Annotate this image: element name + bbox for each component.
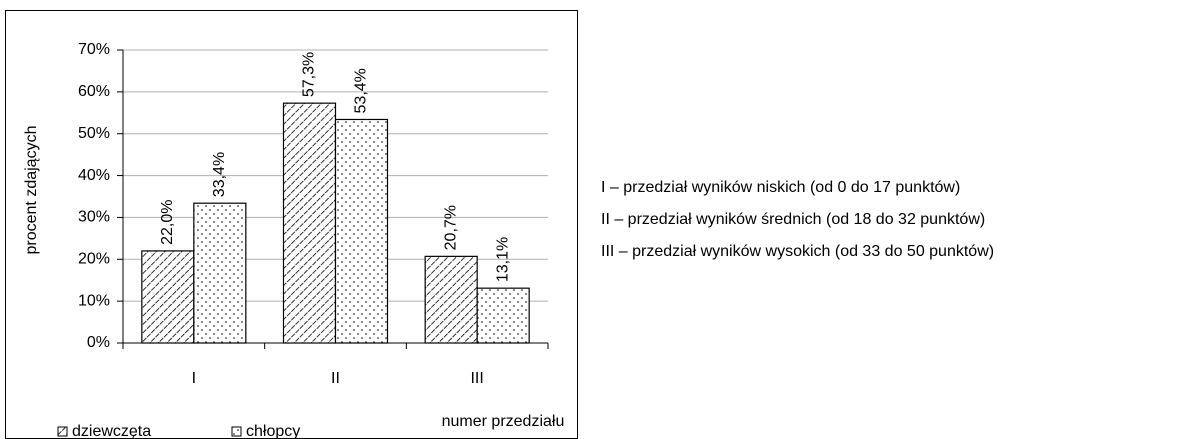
y-tick-label: 40% (78, 167, 110, 184)
y-tick-label: 60% (78, 83, 110, 100)
x-tick-label: II (331, 370, 340, 387)
x-tick-label: I (192, 370, 196, 387)
y-tick-label: 10% (78, 292, 110, 309)
bar (282, 102, 337, 344)
x-tick-label: III (470, 370, 483, 387)
data-label: 57,3% (301, 52, 318, 97)
bar (334, 118, 389, 344)
y-tick-label: 20% (78, 251, 110, 268)
legend-swatch (57, 426, 68, 437)
note: III – przedział wyników wysokich (od 33 … (601, 243, 994, 260)
x-axis-label: numer przedziału (442, 413, 565, 430)
bar (141, 250, 195, 344)
legend-label: dziewczęta (72, 423, 151, 439)
note: II – przedział wyników średnich (od 18 d… (601, 211, 985, 228)
data-label: 13,1% (494, 237, 511, 282)
data-label: 53,4% (353, 68, 370, 113)
legend-swatch (231, 426, 242, 437)
legend-label: chłopcy (246, 423, 300, 439)
y-tick-label: 30% (78, 209, 110, 226)
data-label: 33,4% (211, 152, 228, 197)
y-tick-label: 70% (78, 41, 110, 58)
note: I – przedział wyników niskich (od 0 do 1… (601, 179, 960, 196)
bar (424, 255, 478, 344)
y-tick-label: 0% (87, 334, 110, 351)
bar (193, 202, 247, 344)
y-axis-label: procent zdających (23, 126, 40, 255)
data-label: 20,7% (442, 205, 459, 250)
data-label: 22,0% (159, 200, 176, 245)
y-tick-label: 50% (78, 125, 110, 142)
bar (476, 287, 530, 344)
